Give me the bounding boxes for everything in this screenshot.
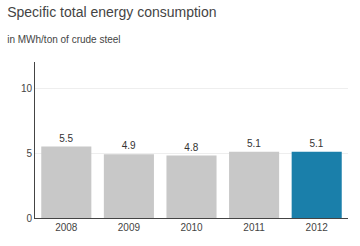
svg-text:2009: 2009 <box>118 222 141 233</box>
svg-text:5.1: 5.1 <box>247 138 261 149</box>
svg-text:2011: 2011 <box>243 222 265 233</box>
svg-text:5.5: 5.5 <box>59 133 73 144</box>
svg-text:2008: 2008 <box>55 222 78 233</box>
svg-text:0: 0 <box>26 213 32 224</box>
svg-text:4.9: 4.9 <box>122 140 136 151</box>
svg-text:5.1: 5.1 <box>310 138 324 149</box>
svg-text:10: 10 <box>21 83 33 94</box>
svg-text:Specific total energy consumpt: Specific total energy consumption <box>7 4 216 20</box>
svg-text:5: 5 <box>26 148 32 159</box>
svg-text:4.8: 4.8 <box>184 142 198 153</box>
svg-text:in MWh/ton of crude steel: in MWh/ton of crude steel <box>7 34 120 45</box>
svg-text:2010: 2010 <box>180 222 203 233</box>
svg-text:2012: 2012 <box>306 222 329 233</box>
